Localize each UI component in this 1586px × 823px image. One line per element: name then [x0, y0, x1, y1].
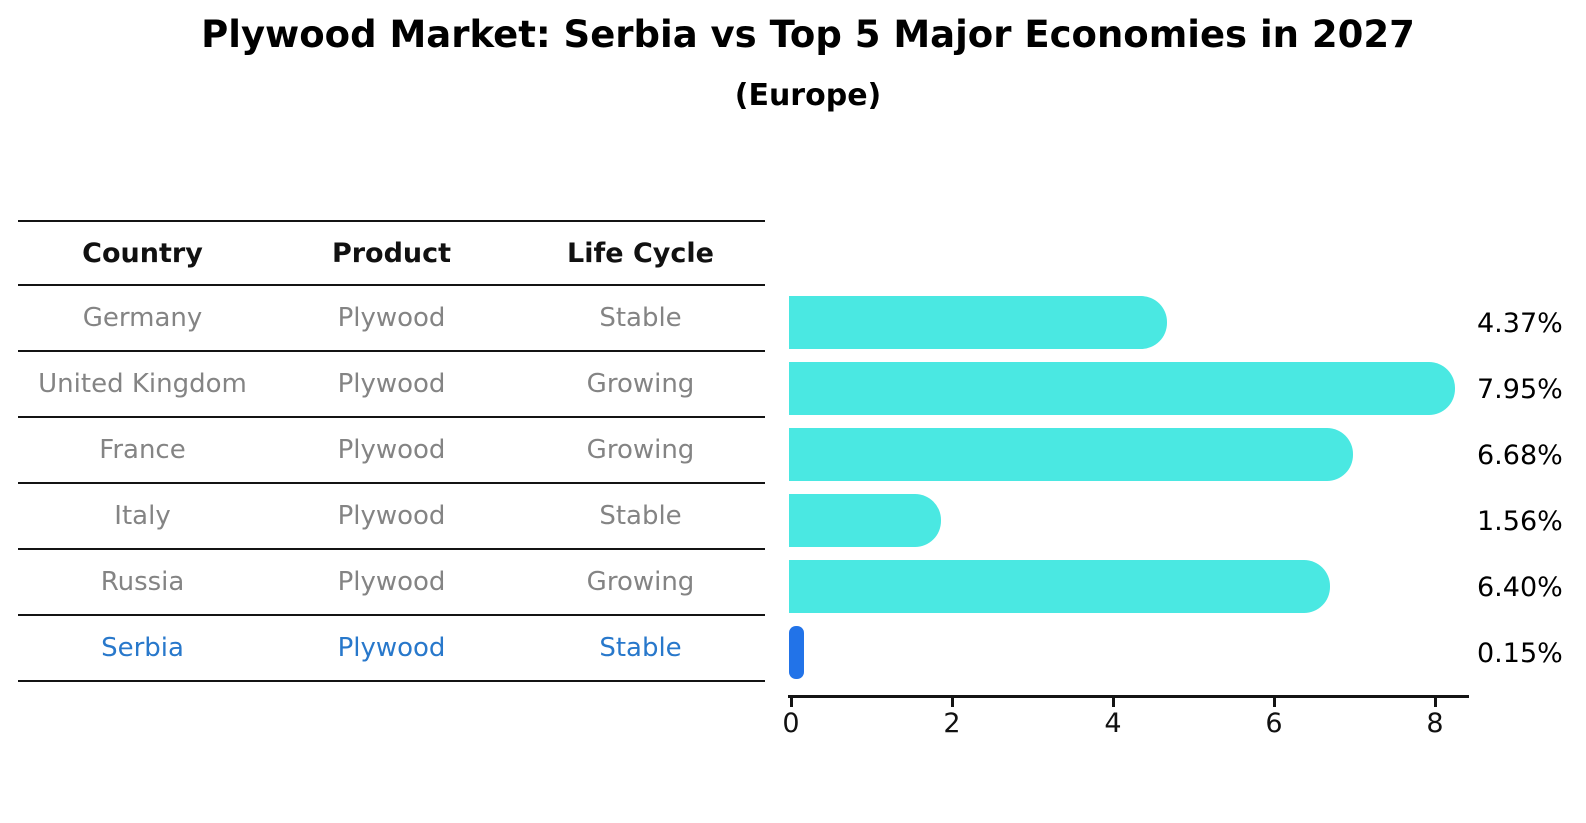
bar-united-kingdom	[789, 362, 1455, 415]
column-header-life-cycle: Life Cycle	[567, 237, 714, 269]
product-cell: Plywood	[337, 435, 446, 465]
x-axis-tick-label: 6	[1265, 708, 1283, 739]
product-cell: Plywood	[337, 567, 446, 597]
table-row: United Kingdom Plywood Growing	[18, 352, 765, 418]
column-header-country: Country	[82, 237, 203, 269]
chart-title: Plywood Market: Serbia vs Top 5 Major Ec…	[201, 13, 1415, 56]
bar-row	[789, 488, 1489, 554]
value-label: 0.15%	[1477, 637, 1563, 669]
bar-row	[789, 290, 1489, 356]
x-axis-tick-label: 0	[782, 708, 800, 739]
life-cycle-cell: Stable	[599, 633, 682, 663]
table-header-row: Country Product Life Cycle	[18, 220, 765, 286]
x-axis-tick-label: 2	[943, 708, 961, 739]
bar-serbia	[789, 626, 804, 679]
country-table: Country Product Life Cycle Germany Plywoo…	[18, 220, 765, 682]
x-axis-tick-label: 4	[1104, 708, 1122, 739]
country-cell: Germany	[82, 303, 203, 333]
bar-row	[789, 422, 1489, 488]
life-cycle-cell: Growing	[586, 567, 695, 597]
bar-row	[789, 620, 1489, 686]
product-cell: Plywood	[337, 501, 446, 531]
life-cycle-cell: Stable	[599, 501, 682, 531]
bar-germany	[789, 296, 1167, 349]
table-row: Italy Plywood Stable	[18, 484, 765, 550]
bar-italy	[789, 494, 941, 547]
country-cell: Serbia	[101, 633, 184, 663]
value-label: 1.56%	[1477, 505, 1563, 537]
x-axis-tick	[1434, 698, 1437, 707]
bar-france	[789, 428, 1353, 481]
life-cycle-cell: Growing	[586, 435, 695, 465]
bar-chart	[789, 290, 1489, 686]
country-cell: United Kingdom	[38, 369, 247, 399]
table-row: Serbia Plywood Stable	[18, 616, 765, 682]
product-cell: Plywood	[337, 303, 446, 333]
product-cell: Plywood	[337, 633, 446, 663]
column-header-product: Product	[331, 237, 452, 269]
bar-row	[789, 554, 1489, 620]
x-axis-line	[788, 695, 1469, 698]
country-cell: Russia	[100, 567, 185, 597]
life-cycle-cell: Stable	[599, 303, 682, 333]
country-cell: France	[99, 435, 186, 465]
table-row: France Plywood Growing	[18, 418, 765, 484]
x-axis-tick	[790, 698, 793, 707]
table-row: Germany Plywood Stable	[18, 286, 765, 352]
value-label: 4.37%	[1477, 307, 1563, 339]
value-label: 7.95%	[1477, 373, 1563, 405]
x-axis-tick-label: 8	[1426, 708, 1444, 739]
table-row: Russia Plywood Growing	[18, 550, 765, 616]
product-cell: Plywood	[337, 369, 446, 399]
life-cycle-cell: Growing	[586, 369, 695, 399]
value-label: 6.68%	[1477, 439, 1563, 471]
chart-subtitle: (Europe)	[734, 78, 882, 113]
table-body: Germany Plywood Stable United Kingdom Plywoo…	[18, 286, 765, 682]
country-cell: Italy	[114, 501, 171, 531]
x-axis-tick	[951, 698, 954, 707]
value-label: 6.40%	[1477, 571, 1563, 603]
bar-row	[789, 356, 1489, 422]
bar-russia	[789, 560, 1330, 613]
x-axis-tick	[1112, 698, 1115, 707]
value-labels: 4.37% 7.95% 6.68% 1.56% 6.40% 0.15%	[1477, 290, 1563, 686]
x-axis-tick	[1273, 698, 1276, 707]
